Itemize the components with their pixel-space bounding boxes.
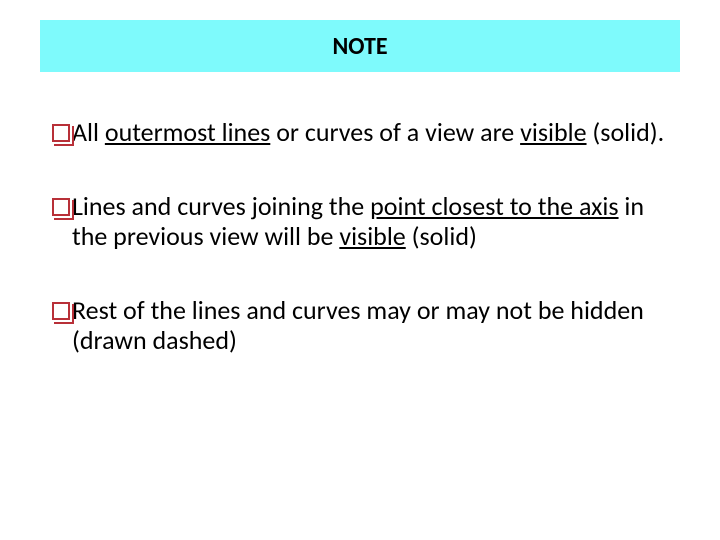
title-bar: NOTE: [40, 20, 680, 72]
bullet-item: Lines and curves joining the point close…: [52, 192, 668, 252]
hollow-square-bullet-icon: [52, 124, 70, 142]
hollow-square-bullet-icon: [52, 198, 70, 216]
bullet-text: Lines and curves joining the point close…: [72, 192, 668, 252]
bullet-text: Rest of the lines and curves may or may …: [72, 296, 668, 356]
bullet-item: Rest of the lines and curves may or may …: [52, 296, 668, 356]
slide-title: NOTE: [332, 32, 387, 61]
hollow-square-bullet-icon: [52, 302, 70, 320]
bullet-item: All outermost lines or curves of a view …: [52, 118, 668, 148]
bullet-text: All outermost lines or curves of a view …: [72, 118, 664, 148]
slide-content: All outermost lines or curves of a view …: [52, 118, 668, 399]
